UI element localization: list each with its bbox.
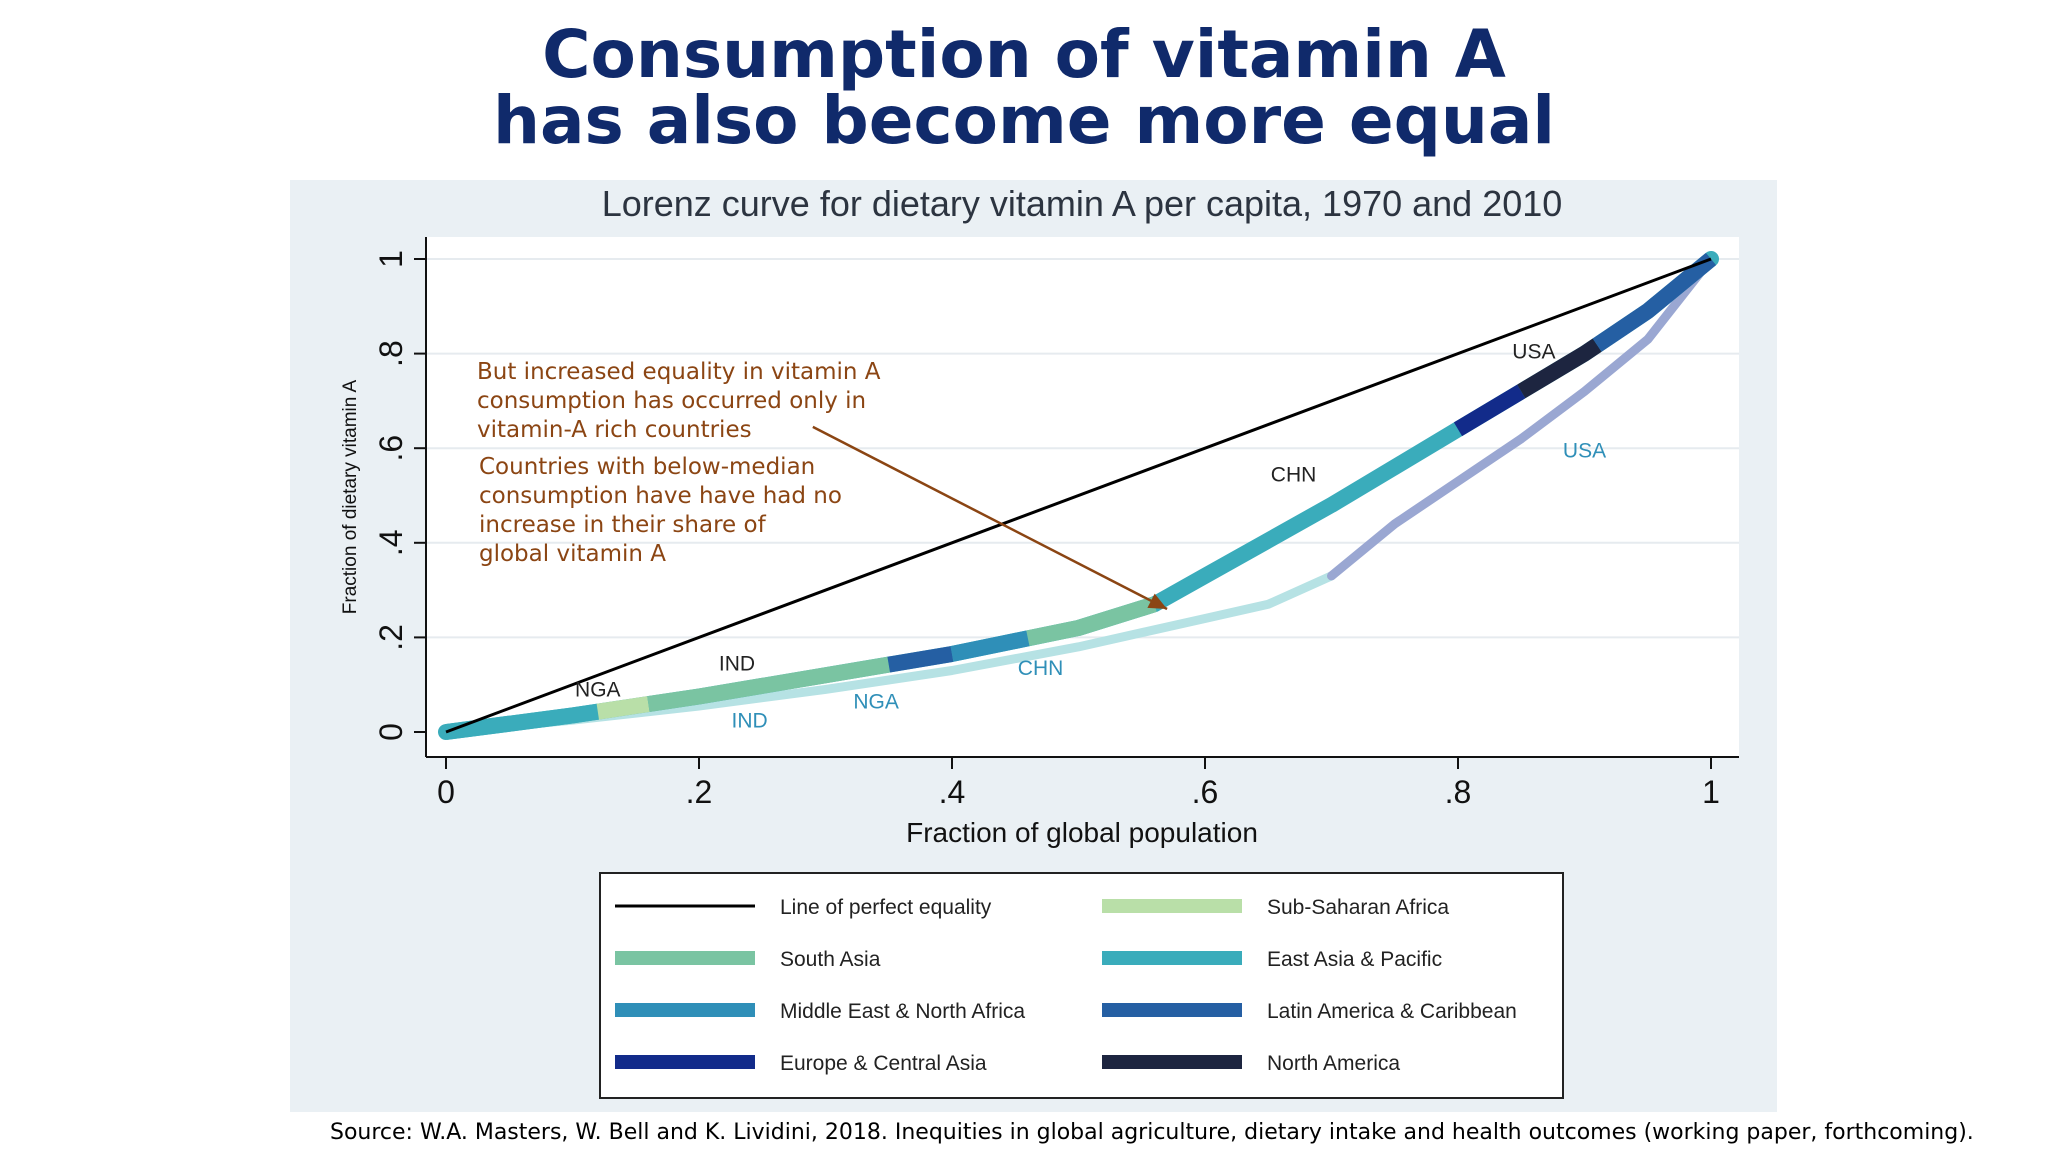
curve-label: USA <box>1512 340 1555 363</box>
legend-box <box>599 872 1564 1099</box>
annotation-line: global vitamin A <box>479 541 666 567</box>
y-tick-label: .4 <box>373 529 409 556</box>
curve-2010-segment <box>596 696 650 720</box>
x-tick-label: .2 <box>686 774 713 810</box>
annotation-arrow-shaft <box>812 425 1168 611</box>
equality-line <box>445 257 1712 734</box>
legend-label: Sub-Saharan Africa <box>1267 896 1449 919</box>
curve-1970-upper <box>1327 254 1716 581</box>
grid-lines <box>426 258 1739 639</box>
curve-label: NGA <box>575 679 621 702</box>
axes <box>425 237 1739 758</box>
y-tick-label: .8 <box>373 340 409 367</box>
y-tick-label: .6 <box>373 435 409 462</box>
x-axis-label: Fraction of global population <box>906 817 1258 848</box>
legend-label: South Asia <box>780 948 881 971</box>
curve-label: CHN <box>1271 463 1317 486</box>
curve-2010-segment <box>647 656 891 713</box>
curve-label: USA <box>1563 440 1606 463</box>
curve-2010-segment <box>950 630 1030 662</box>
curve-label: NGA <box>853 690 899 713</box>
legend-label: Line of perfect equality <box>780 896 992 919</box>
annotation-line: vitamin-A rich countries <box>477 417 752 443</box>
y-tick-label: 0 <box>373 723 409 741</box>
x-tick-label: 1 <box>1702 774 1720 810</box>
curve-2010-segment <box>887 646 954 673</box>
curve-2010-segment <box>1453 384 1526 437</box>
curve-2010-segment <box>1026 596 1157 647</box>
chart-title: Lorenz curve for dietary vitamin A per c… <box>602 183 1563 224</box>
curve-2010-segment <box>1592 252 1717 352</box>
x-tick-label: 0 <box>437 774 455 810</box>
legend: Line of perfect equality Sub-Saharan Afri… <box>599 872 1564 1099</box>
y-axis-label: Fraction of dietary vitamin A <box>340 379 361 614</box>
x-tick-label: .6 <box>1192 774 1219 810</box>
x-tick-label: .4 <box>939 774 966 810</box>
legend-swatch <box>1102 899 1242 913</box>
legend-swatch <box>615 1055 755 1069</box>
annotation-line: consumption has occurred only in <box>477 388 866 414</box>
curve-2010-segment <box>444 703 599 740</box>
curve-label: IND <box>732 709 768 732</box>
curve-label: IND <box>719 653 755 676</box>
plot-area <box>426 237 1739 757</box>
figure-panel: Lorenz curve for dietary vitamin A per c… <box>290 180 1777 1112</box>
annotation-arrowhead <box>1147 593 1168 610</box>
slide-title-line1: Consumption of vitamin A <box>542 16 1506 93</box>
annotation-line: Countries with below-median <box>479 454 815 480</box>
annotation-line: But increased equality in vitamin A <box>477 359 881 385</box>
annotation-line: increase in their share of <box>479 512 767 538</box>
legend-label: Latin America & Caribbean <box>1267 1000 1517 1023</box>
curve-labels: NGA IND CHN USA IND NGA CHN USA <box>575 340 1606 732</box>
curve-label: CHN <box>1018 657 1064 680</box>
legend-swatch <box>615 1003 755 1017</box>
legend-swatch <box>615 951 755 965</box>
x-tick-label: .8 <box>1445 774 1472 810</box>
legend-label: Middle East & North Africa <box>780 1000 1025 1023</box>
lorenz-chart: Lorenz curve for dietary vitamin A per c… <box>340 183 1739 1099</box>
curve-2010-segment <box>1517 338 1602 399</box>
legend-label: Europe & Central Asia <box>780 1052 987 1075</box>
tick-marks: 0 .2 .4 .6 .8 1 0 .2 .4 .6 .8 1 <box>373 250 1720 810</box>
legend-swatch <box>1102 1003 1242 1017</box>
legend-label: North America <box>1267 1052 1400 1075</box>
legend-label: East Asia & Pacific <box>1267 948 1442 971</box>
source-citation: Source: W.A. Masters, W. Bell and K. Liv… <box>330 1120 1974 1145</box>
slide-title: Consumption of vitamin A has also become… <box>0 22 2048 154</box>
y-tick-label: 1 <box>373 250 409 268</box>
slide-title-line2: has also become more equal <box>492 82 1556 159</box>
series-layer <box>438 251 1719 740</box>
legend-swatch <box>1102 951 1242 965</box>
y-tick-label: .2 <box>373 624 409 651</box>
annotation-line: consumption have have had no <box>479 483 842 509</box>
annotations: But increased equality in vitamin A consu… <box>477 359 1168 611</box>
legend-swatch <box>1102 1055 1242 1069</box>
